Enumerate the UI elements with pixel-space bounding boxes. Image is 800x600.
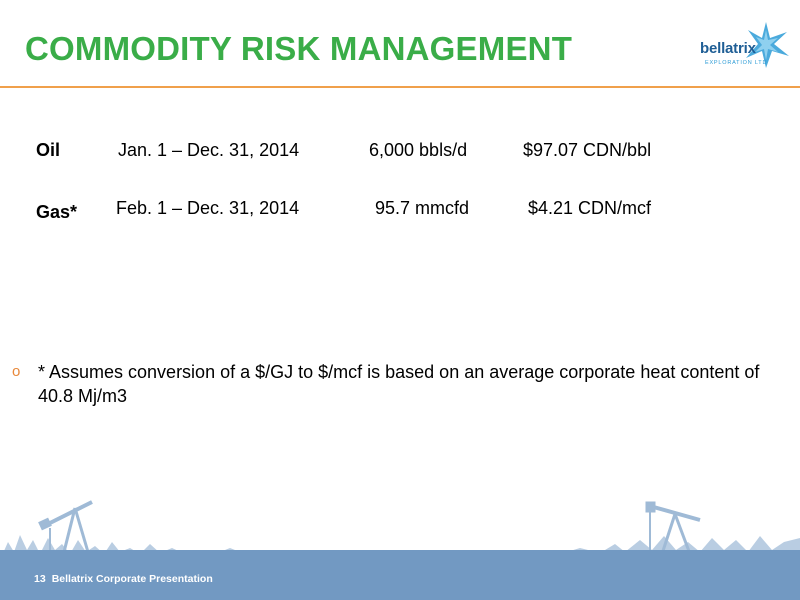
- title-divider: [0, 86, 800, 88]
- hedge-price: $4.21 CDN/mcf: [528, 198, 652, 218]
- commodity-label: Oil: [36, 140, 61, 160]
- footer-label: Bellatrix Corporate Presentation: [51, 573, 213, 585]
- logo-tagline: EXPLORATION LTD: [705, 60, 768, 66]
- bullet-marker: o: [12, 363, 21, 380]
- hedge-period: Feb. 1 – Dec. 31, 2014: [116, 198, 300, 218]
- hedge-row-gas: Gas* Feb. 1 – Dec. 31, 2014 95.7 mmcfd $…: [0, 198, 800, 222]
- commodity-label: Gas*: [36, 202, 78, 222]
- hedge-period: Jan. 1 – Dec. 31, 2014: [118, 140, 300, 160]
- hedge-volume: 6,000 bbls/d: [369, 140, 468, 160]
- hedge-price: $97.07 CDN/bbl: [523, 140, 652, 160]
- logo-wordmark: bellatrix: [700, 40, 756, 57]
- slide-title: COMMODITY RISK MANAGEMENT: [25, 30, 573, 67]
- page-number: 13: [34, 573, 46, 585]
- footnote-text: * Assumes conversion of a $/GJ to $/mcf …: [38, 362, 760, 406]
- hedge-volume: 95.7 mmcfd: [375, 198, 470, 218]
- footer: 13 Bellatrix Corporate Presentation: [34, 573, 219, 585]
- hedge-row-oil: Oil Jan. 1 – Dec. 31, 2014 6,000 bbls/d …: [0, 140, 800, 164]
- footer-band: [0, 550, 800, 600]
- star-icon: [746, 22, 789, 68]
